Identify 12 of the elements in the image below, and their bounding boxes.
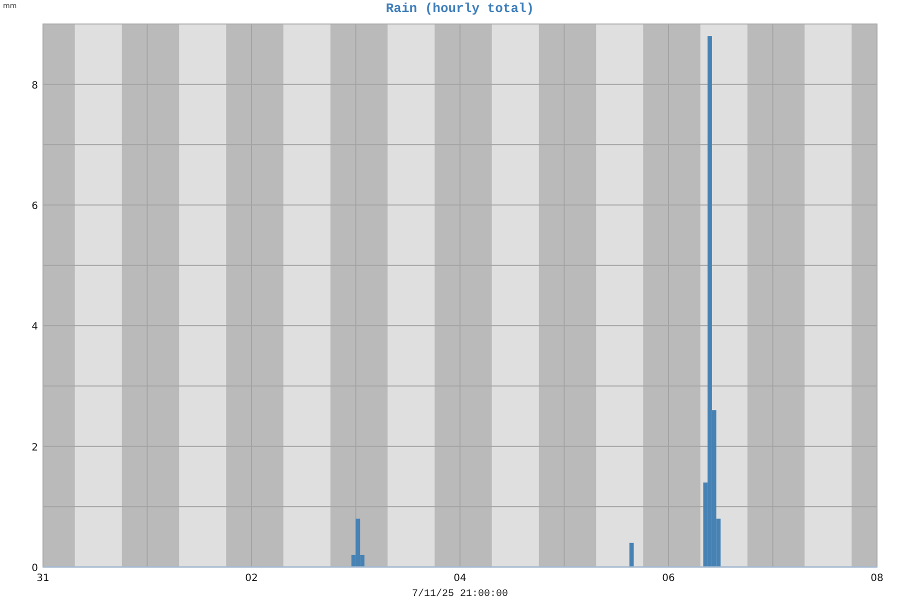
x-tick-label: 04 (454, 573, 466, 584)
y-tick-label: 8 (32, 80, 38, 92)
x-tick-label: 31 (36, 573, 50, 584)
x-tick-label: 08 (870, 573, 884, 584)
y-tick-label: 4 (32, 322, 38, 333)
x-axis-title: 7/11/25 21:00:00 (412, 588, 508, 600)
y-tick-label: 0 (32, 563, 38, 574)
chart-title: Rain (hourly total) (386, 1, 534, 16)
x-tick-label: 02 (245, 573, 258, 584)
y-tick-label: 6 (32, 201, 38, 212)
x-tick-label: 06 (662, 573, 675, 584)
y-tick-label: 2 (32, 442, 38, 454)
